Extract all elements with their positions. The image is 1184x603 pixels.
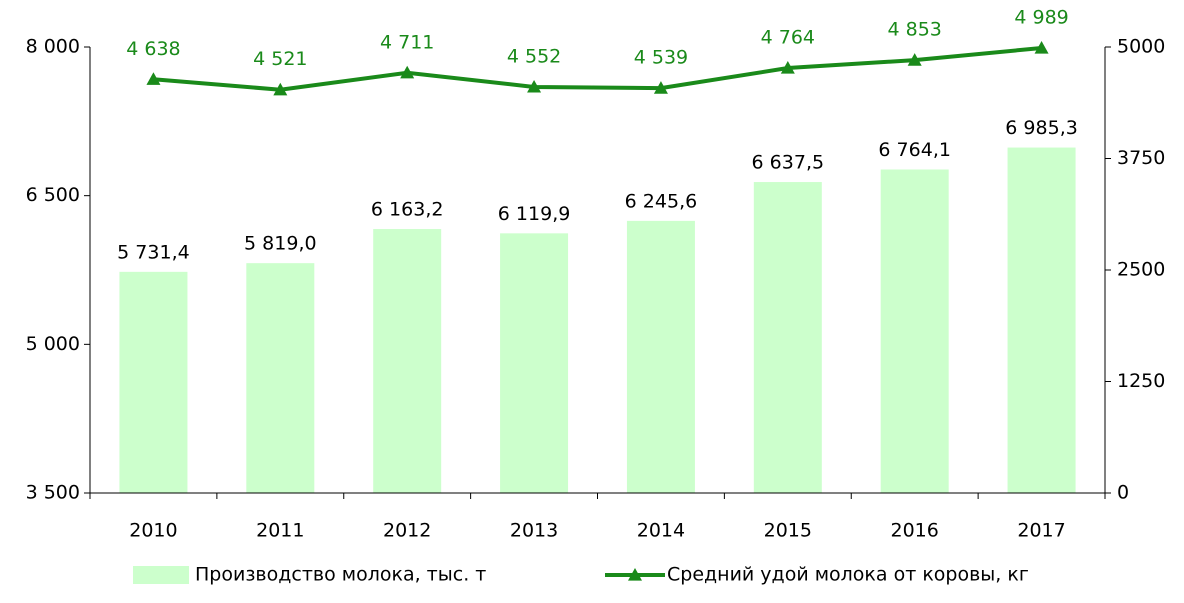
line-value-label: 4 764: [761, 27, 815, 49]
bar: [119, 271, 188, 493]
line-marker: [400, 65, 415, 79]
y-tick-label: 3 500: [26, 482, 80, 504]
bar: [373, 229, 442, 493]
bar: [880, 169, 949, 493]
bar-value-label: 6 119,9: [498, 203, 571, 225]
bar-value-label: 6 163,2: [371, 199, 444, 221]
bar: [500, 233, 569, 493]
bar-value-label: 6 764,1: [878, 139, 951, 161]
bar-value-label: 5 731,4: [117, 241, 190, 263]
line-marker: [907, 53, 922, 66]
bar: [246, 263, 315, 493]
x-tick-label: 2013: [510, 520, 558, 542]
legend-marker: [628, 568, 642, 581]
line-value-label: 4 853: [887, 19, 941, 41]
y2-tick-label: 0: [1117, 482, 1129, 504]
line-marker: [273, 82, 288, 96]
line-marker: [653, 81, 668, 94]
line-value-label: 4 711: [380, 31, 434, 53]
bar-value-label: 6 985,3: [1005, 117, 1078, 139]
line-marker: [527, 79, 542, 93]
legend-label: Производство молока, тыс. т: [195, 564, 486, 586]
y2-tick-label: 5000: [1117, 36, 1165, 58]
x-tick-label: 2014: [637, 520, 685, 542]
y-tick-label: 8 000: [26, 36, 80, 58]
y2-tick-label: 1250: [1117, 370, 1165, 392]
y-tick-label: 6 500: [26, 184, 80, 206]
x-tick-label: 2016: [891, 520, 939, 542]
bar: [753, 182, 822, 494]
bar-value-label: 6 637,5: [752, 152, 825, 174]
bar: [1007, 147, 1076, 493]
line-value-label: 4 552: [507, 45, 561, 67]
legend-label: Средний удой молока от коровы, кг: [667, 564, 1029, 586]
x-tick-label: 2015: [764, 520, 812, 542]
x-tick-label: 2011: [256, 520, 304, 542]
line-value-label: 4 638: [126, 38, 180, 60]
bar: [626, 220, 695, 493]
line-marker: [146, 72, 161, 85]
bar-value-label: 6 245,6: [625, 190, 698, 212]
line: [153, 45, 1042, 92]
x-tick-label: 2012: [383, 520, 431, 542]
line-marker: [780, 61, 795, 74]
legend-swatch: [133, 566, 189, 584]
x-tick-label: 2017: [1017, 520, 1065, 542]
y-tick-label: 5 000: [26, 333, 80, 355]
bar-value-label: 5 819,0: [244, 233, 317, 255]
line-value-label: 4 989: [1014, 6, 1068, 28]
line-value-label: 4 539: [634, 47, 688, 69]
line-value-label: 4 521: [253, 48, 307, 70]
line-marker: [1034, 40, 1049, 54]
x-tick-label: 2010: [129, 520, 177, 542]
y2-tick-label: 3750: [1117, 147, 1165, 169]
y2-tick-label: 2500: [1117, 259, 1165, 281]
